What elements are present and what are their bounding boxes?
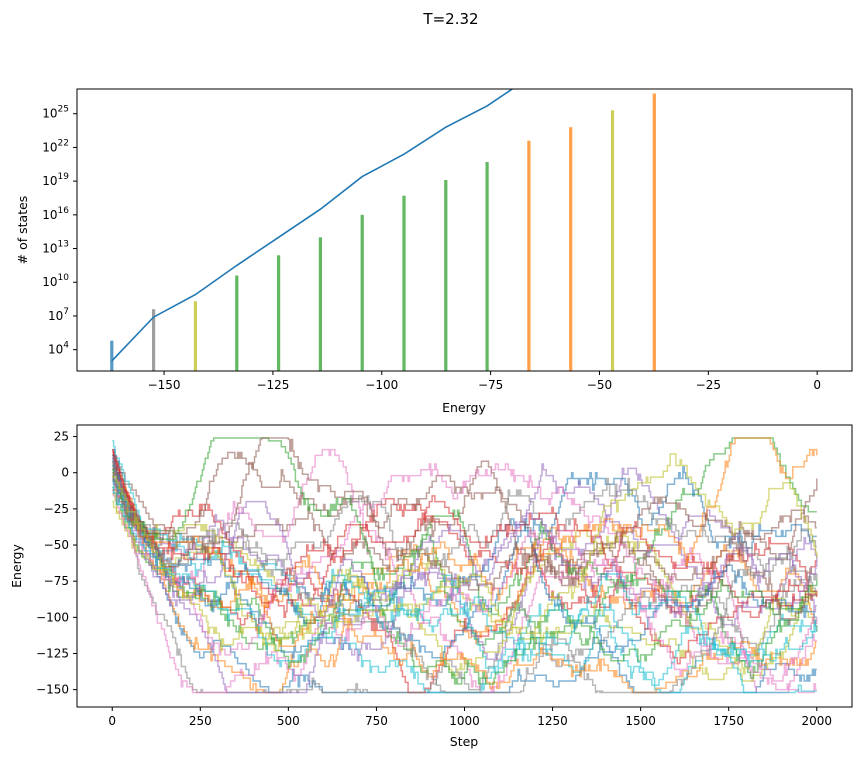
energy-x-tick-label: 500 — [277, 714, 300, 728]
dos-bar-6 — [360, 214, 364, 371]
energy-x-tick-label: 1000 — [449, 714, 480, 728]
energy-x-tick-label: 250 — [189, 714, 212, 728]
dos-y-label: # of states — [15, 196, 30, 265]
dos-bar-5 — [318, 237, 322, 371]
dos-bar-1 — [152, 309, 156, 371]
dos-bar-2 — [193, 301, 197, 371]
dos-x-tick-label: −75 — [478, 378, 503, 392]
energy-x-tick-label: 0 — [108, 714, 116, 728]
energy-trace-11 — [112, 467, 817, 694]
energy-x-tick-label: 1750 — [713, 714, 744, 728]
energy-plot-area — [112, 437, 818, 694]
dos-bar-9 — [485, 162, 489, 371]
dos-bar-7 — [402, 195, 406, 371]
dos-curve — [111, 89, 514, 362]
dos-bar-3 — [235, 275, 239, 371]
energy-trace-28 — [112, 453, 818, 652]
dos-x-tick-label: −25 — [696, 378, 721, 392]
energy-trace-26 — [112, 489, 818, 694]
energy-trace-23 — [112, 448, 817, 665]
energy-trace-2 — [112, 437, 817, 669]
energy-y-tick-label: −50 — [44, 538, 69, 552]
energy-ticks: 0 250 500 750 1000 1250 1500 1750 2000250−25−50−… — [36, 430, 832, 728]
energy-axes: 0 250 500 750 1000 1250 1500 1750 2000250−25−50−… — [9, 424, 853, 749]
dos-y-tick-label: 1016 — [42, 206, 69, 222]
energy-trace-27 — [112, 458, 817, 694]
energy-trace-13 — [112, 451, 818, 610]
energy-trace-25 — [112, 437, 817, 626]
dos-bar-12 — [610, 110, 615, 371]
energy-trace-29 — [112, 480, 817, 668]
dos-y-tick-label: 1010 — [42, 273, 69, 289]
dos-x-tick-label: −100 — [365, 378, 398, 392]
dos-x-tick-label: −50 — [587, 378, 612, 392]
energy-y-label: Energy — [9, 544, 24, 588]
energy-y-tick-label: −150 — [36, 683, 69, 697]
energy-trace-24 — [112, 477, 817, 619]
energy-trace-22 — [112, 437, 818, 685]
energy-y-tick-label: −75 — [44, 574, 69, 588]
dos-ticks: −150 −125 −100 −75 −50 −25 0 104 107 1010 1013 1016… — [42, 105, 821, 392]
energy-y-tick-label: 0 — [61, 466, 69, 480]
dos-bar-10 — [527, 140, 531, 371]
dos-axes-frame — [76, 88, 853, 372]
dos-y-tick-label: 107 — [48, 307, 69, 323]
energy-y-tick-label: −100 — [36, 610, 69, 624]
energy-trace-15 — [112, 451, 817, 587]
energy-x-tick-label: 2000 — [801, 714, 832, 728]
dos-x-tick-label: −125 — [256, 378, 289, 392]
energy-x-tick-label: 1250 — [537, 714, 568, 728]
energy-y-tick-label: −125 — [36, 646, 69, 660]
dos-y-tick-label: 1013 — [42, 240, 69, 256]
dos-y-tick-label: 1019 — [42, 172, 69, 188]
energy-x-label: Step — [450, 734, 479, 749]
dos-x-tick-label: 0 — [813, 378, 821, 392]
dos-y-tick-label: 1025 — [42, 105, 69, 121]
dos-plot-area — [110, 89, 656, 371]
dos-bar-11 — [569, 127, 573, 371]
dos-x-label: Energy — [442, 400, 486, 415]
energy-y-tick-label: −25 — [44, 502, 69, 516]
dos-bar-0 — [110, 340, 114, 371]
energy-x-tick-label: 1500 — [625, 714, 656, 728]
dos-y-tick-label: 104 — [48, 341, 69, 357]
dos-bar-8 — [444, 180, 448, 371]
dos-x-tick-label: −150 — [148, 378, 181, 392]
dos-y-tick-label: 1022 — [42, 138, 69, 154]
energy-y-tick-label: 25 — [54, 430, 69, 444]
dos-bar-13 — [652, 93, 656, 371]
dos-axes: −150 −125 −100 −75 −50 −25 0 104 107 1010 1013 1016… — [15, 88, 853, 415]
dos-bar-4 — [277, 255, 281, 371]
energy-x-tick-label: 750 — [365, 714, 388, 728]
energy-trace-19 — [112, 464, 817, 694]
figure-title: T=2.32 — [422, 10, 478, 28]
